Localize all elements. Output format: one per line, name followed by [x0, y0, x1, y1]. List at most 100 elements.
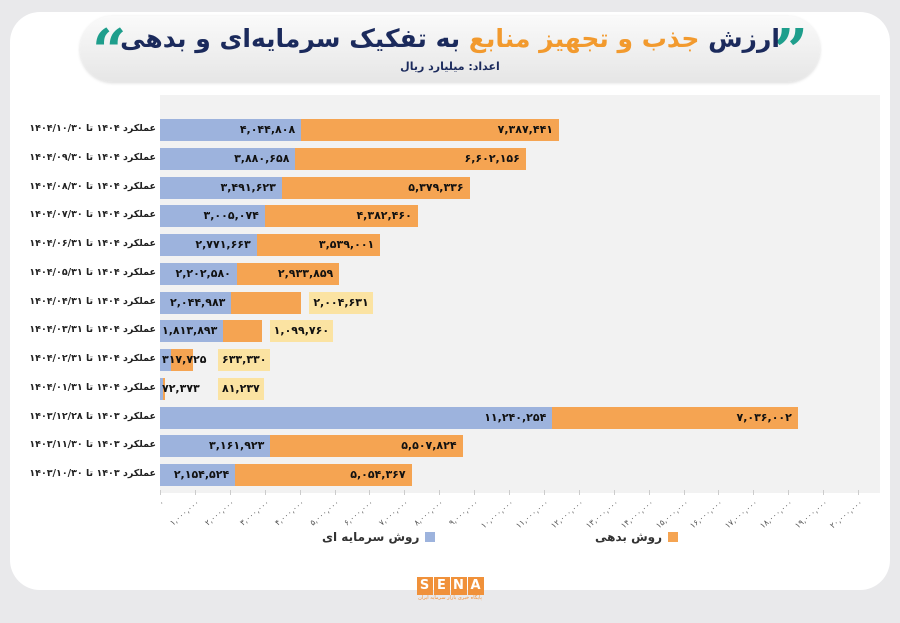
x-gridtick	[613, 490, 615, 495]
data-label-debt: ۵,۵۰۷,۸۲۴	[401, 439, 457, 453]
data-label-capital: ۳,۸۸۰,۶۵۸	[234, 151, 290, 165]
data-label-debt: ۱,۰۹۹,۷۶۰	[269, 320, 334, 343]
category-label: عملکرد ۱۴۰۴ تا ۱۴۰۴/۱۰/۳۰	[29, 123, 156, 134]
data-label-capital: ۲,۲۰۲,۵۸۰	[175, 266, 231, 280]
x-gridtick	[229, 490, 231, 495]
data-label-capital: ۲,۰۴۴,۹۸۳	[170, 295, 226, 309]
data-label-debt: ۲,۰۰۴,۶۳۱	[309, 291, 373, 314]
data-label-debt: ۷,۳۸۷,۴۴۱	[497, 123, 553, 136]
data-label-debt: ۲,۹۳۳,۸۵۹	[277, 266, 334, 280]
x-gridtick	[648, 490, 650, 495]
category-label: عملکرد ۱۴۰۴ تا ۱۴۰۴/۰۱/۳۱	[29, 381, 156, 393]
bar-capital	[160, 234, 257, 256]
title-part2: به تفکیک سرمایه‌ای و بدهی	[120, 24, 461, 53]
x-gridtick	[160, 490, 161, 495]
data-label-capital: ۳,۰۰۵,۰۷۴	[203, 209, 259, 223]
logo-letter: A	[467, 577, 484, 595]
x-gridtick	[683, 490, 685, 495]
header: “ ” ارزش جذب و تجهیز منابع به تفکیک سرما…	[80, 16, 820, 82]
x-gridtick	[509, 490, 510, 495]
title-part1: ارزش	[708, 24, 780, 53]
bar-capital	[160, 176, 282, 199]
bar-capital	[160, 406, 553, 429]
bar-debt	[264, 205, 418, 228]
bar-capital	[160, 291, 232, 314]
category-label: عملکرد ۱۴۰۴ تا ۱۴۰۴/۰۶/۳۱	[29, 238, 156, 249]
bar-debt	[301, 119, 559, 141]
x-gridtick	[404, 490, 406, 495]
data-label-capital: ۲,۱۵۴,۵۲۴	[173, 468, 230, 481]
data-label-capital: ۳,۴۹۱,۶۲۳	[220, 180, 276, 194]
bar-capital	[160, 464, 236, 486]
data-label-debt: ۶,۶۰۲,۱۵۶	[464, 151, 520, 165]
bar-capital	[160, 349, 172, 371]
bar-debt	[223, 320, 262, 343]
logo-letter: S	[416, 577, 433, 595]
category-label: عملکرد ۱۴۰۴ تا ۱۴۰۴/۰۵/۳۱	[29, 266, 156, 278]
quote-open-icon: “	[92, 17, 127, 87]
bar-debt	[236, 262, 340, 285]
data-label-capital: ۳۱۷,۷۲۵	[162, 353, 207, 366]
data-label-debt: ۸۱,۲۳۷	[218, 377, 264, 400]
x-gridtick	[334, 490, 336, 495]
x-gridtick	[578, 490, 580, 495]
category-label: عملکرد ۱۴۰۴ تا ۱۴۰۴/۰۷/۳۰	[29, 209, 156, 221]
legend-label-capital: روش سرمایه ای	[322, 530, 420, 544]
category-label: عملکرد ۱۴۰۳ تا ۱۴۰۳/۱۰/۳۰	[29, 468, 156, 479]
logo-letter: N	[450, 577, 467, 595]
bar-debt	[231, 291, 302, 314]
category-label: عملکرد ۱۴۰۴ تا ۱۴۰۴/۰۲/۳۱	[29, 353, 156, 364]
x-gridtick	[858, 490, 859, 495]
bar-capital	[160, 435, 271, 458]
x-gridtick	[823, 490, 825, 495]
data-label-capital: ۱,۸۱۳,۸۹۳	[162, 324, 218, 338]
legend-swatch-capital	[425, 532, 436, 542]
logo-letter: E	[433, 577, 450, 595]
x-gridtick	[369, 490, 371, 495]
title-highlight: جذب و تجهیز منابع	[468, 24, 700, 53]
legend-label-debt: روش بدهی	[595, 530, 663, 544]
data-label-debt: ۵,۳۷۹,۳۳۶	[408, 180, 464, 194]
category-label: عملکرد ۱۴۰۳ تا ۱۴۰۳/۱۲/۲۸	[29, 410, 156, 422]
bar-capital	[160, 119, 302, 141]
legend-debt: روش بدهی	[595, 530, 679, 544]
bar-debt	[295, 147, 526, 170]
bar-debt	[162, 377, 166, 400]
data-label-capital: ۲,۷۷۱,۶۶۳	[195, 238, 251, 251]
x-gridtick	[543, 490, 545, 495]
data-label-debt: ۴,۳۸۲,۴۶۰	[356, 209, 412, 223]
x-gridtick	[299, 490, 301, 495]
category-label: عملکرد ۱۴۰۴ تا ۱۴۰۴/۰۴/۳۱	[29, 295, 156, 307]
category-label: عملکرد ۱۴۰۴ تا ۱۴۰۴/۰۹/۳۰	[29, 151, 156, 163]
category-label: عملکرد ۱۴۰۴ تا ۱۴۰۴/۰۸/۳۰	[29, 180, 156, 192]
x-gridtick	[753, 490, 755, 495]
quote-close-icon: ”	[773, 17, 808, 87]
bar-capital	[160, 262, 237, 285]
x-gridtick	[474, 490, 476, 495]
data-label-debt: ۳,۵۳۹,۰۰۱	[318, 238, 375, 251]
chart-subtitle: اعداد: میلیارد ریال	[400, 60, 500, 73]
bar-debt	[171, 349, 194, 371]
bar-capital	[160, 377, 163, 400]
bar-debt	[552, 406, 798, 429]
x-gridtick	[439, 490, 441, 495]
bar-debt	[281, 176, 470, 199]
bar-capital	[160, 320, 224, 343]
data-label-capital: ۱۱,۲۴۰,۲۵۴	[484, 410, 547, 424]
x-gridtick	[194, 490, 196, 495]
bar-debt	[235, 464, 412, 486]
x-gridtick	[718, 490, 720, 495]
bar-debt	[270, 435, 463, 458]
x-gridtick	[264, 490, 266, 495]
bar-capital	[160, 147, 296, 170]
x-gridtick	[788, 490, 790, 495]
bar-capital	[160, 205, 265, 228]
legend-swatch-debt	[668, 532, 679, 542]
bar-debt	[256, 234, 381, 256]
legend-capital: روش سرمایه ای	[322, 530, 436, 544]
category-label: عملکرد ۱۴۰۴ تا ۱۴۰۴/۰۳/۳۱	[29, 324, 156, 336]
data-label-capital: ۴,۰۴۴,۸۰۸	[239, 123, 296, 136]
data-label-debt: ۵,۰۵۴,۳۶۷	[350, 468, 406, 481]
logo-tagline: پایگاه خبری بازار سرمایه ایران	[418, 595, 482, 601]
